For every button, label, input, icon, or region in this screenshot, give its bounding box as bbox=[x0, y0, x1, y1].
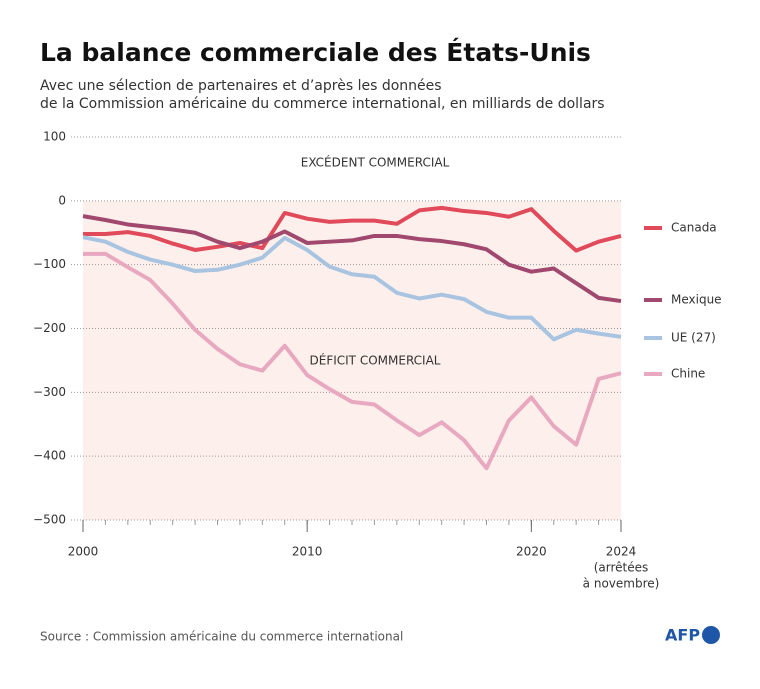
logo-dot bbox=[702, 626, 720, 644]
subtitle: Avec une sélection de partenaires et d’a… bbox=[40, 78, 442, 94]
subtitle: de la Commission américaine du commerce … bbox=[40, 96, 605, 112]
annotation: EXCÉDENT COMMERCIAL bbox=[301, 155, 450, 170]
y-tick-label: −400 bbox=[33, 449, 66, 463]
x-tick-label: 2010 bbox=[292, 545, 323, 559]
x-tick-label: 2000 bbox=[68, 545, 99, 559]
x-note: à novembre) bbox=[583, 577, 660, 591]
y-tick-label: −100 bbox=[33, 257, 66, 271]
x-tick-label: 2020 bbox=[516, 545, 547, 559]
x-tick-label: 2024 bbox=[606, 545, 637, 559]
series-line bbox=[83, 251, 622, 471]
series-line bbox=[82, 235, 622, 342]
logo: AFP bbox=[665, 626, 700, 645]
y-tick-label: 100 bbox=[43, 130, 66, 144]
y-tick-label: −300 bbox=[33, 385, 66, 399]
legend-label: Chine bbox=[671, 367, 705, 381]
legend-label: UE (27) bbox=[671, 331, 716, 345]
source: Source : Commission américaine du commer… bbox=[40, 630, 403, 644]
y-tick-label: −200 bbox=[33, 321, 66, 335]
y-tick-label: 0 bbox=[58, 193, 66, 207]
annotation: DÉFICIT COMMERCIAL bbox=[310, 353, 441, 368]
deficit-area bbox=[83, 200, 621, 521]
series-line bbox=[83, 205, 622, 253]
legend-label: Canada bbox=[671, 221, 717, 235]
chart-title: La balance commerciale des États-Unis bbox=[40, 38, 591, 67]
x-note: (arrêtées bbox=[594, 561, 649, 575]
legend-label: Mexique bbox=[671, 293, 722, 307]
series-line bbox=[82, 214, 622, 304]
y-tick-label: −500 bbox=[33, 513, 66, 527]
